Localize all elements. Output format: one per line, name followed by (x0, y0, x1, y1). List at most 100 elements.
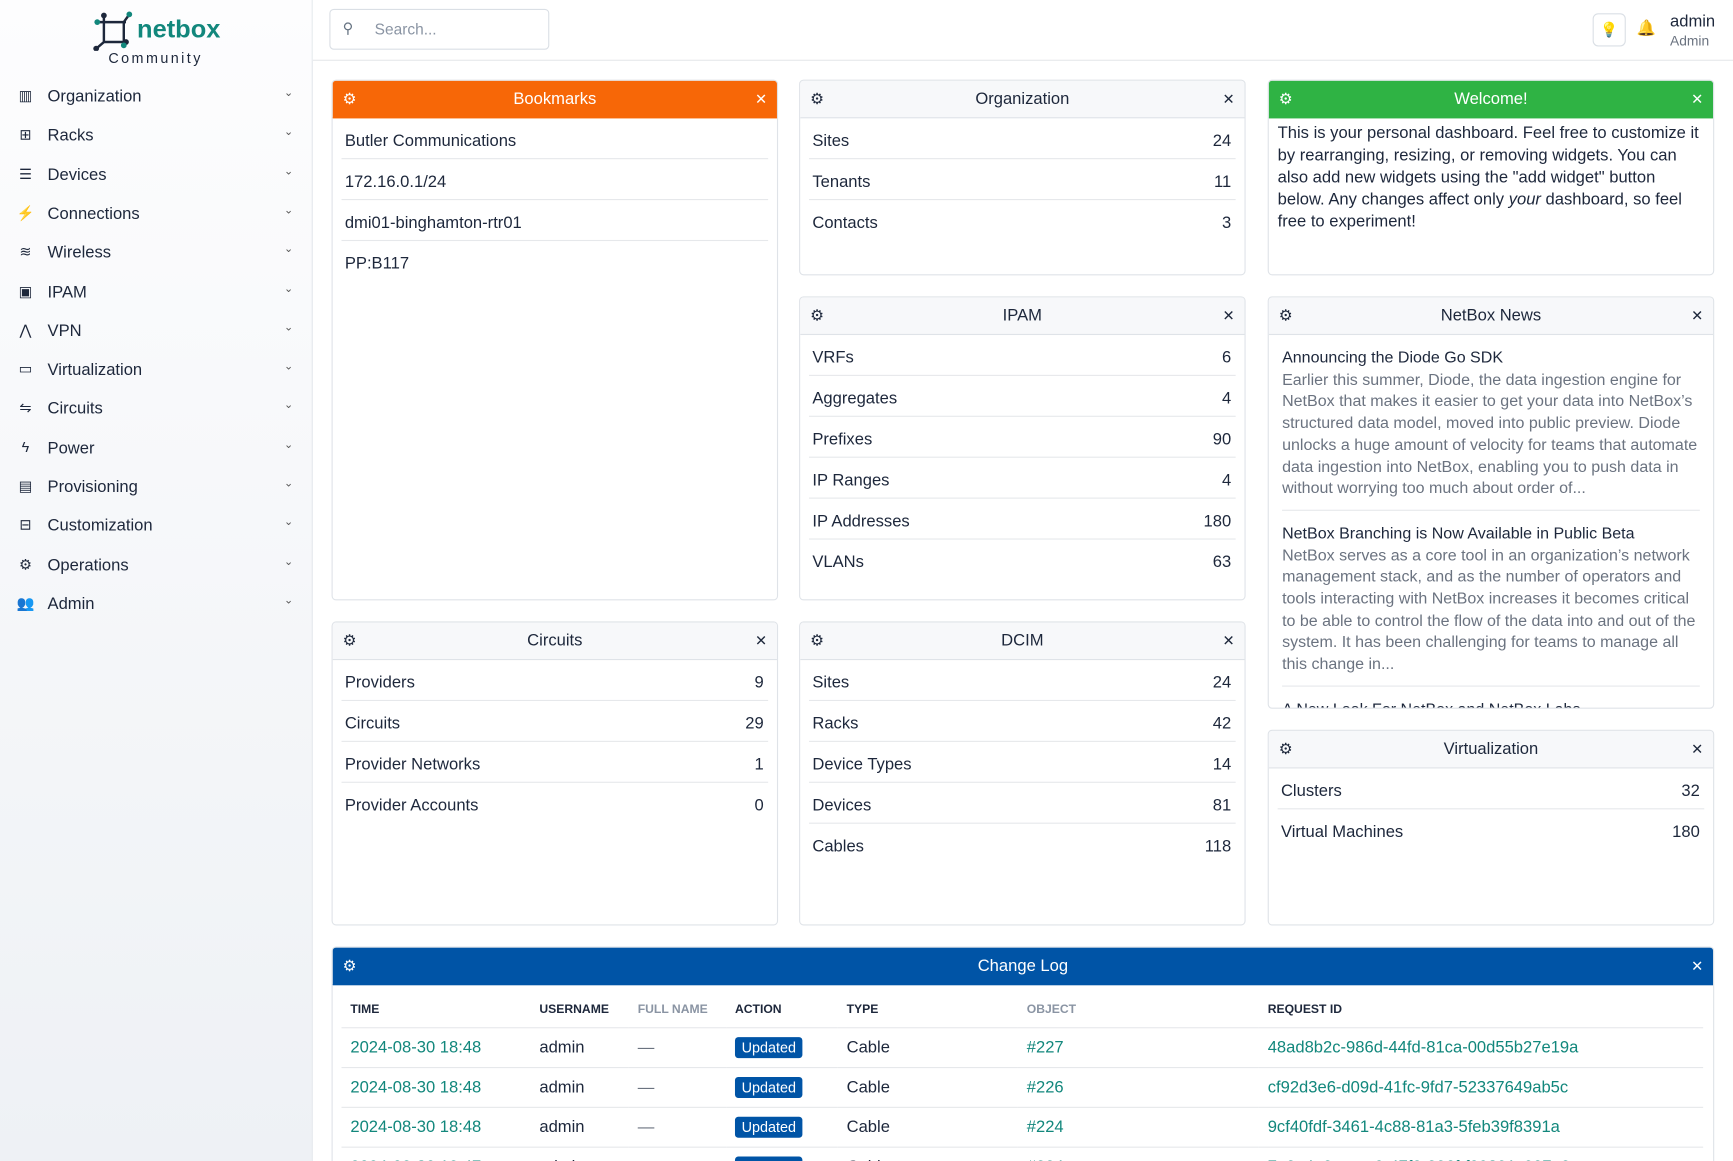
widget-header[interactable]: ⚙ NetBox News ✕ (1268, 297, 1714, 336)
request-id-link[interactable]: 7e2a4e2a-aee9-47f2-896f-f09391c907e2 (1268, 1158, 1570, 1161)
close-icon[interactable]: ✕ (1691, 740, 1704, 758)
bookmark-label[interactable]: PP:B117 (344, 254, 410, 274)
stat-label[interactable]: Clusters (1280, 781, 1342, 801)
netbox-logo[interactable]: netbox Community (93, 11, 237, 68)
bookmark-label[interactable]: 172.16.0.1/24 (344, 172, 447, 192)
stat-label[interactable]: Cables (812, 837, 864, 856)
close-icon[interactable]: ✕ (754, 90, 768, 108)
gear-icon[interactable]: ⚙ (1278, 89, 1293, 108)
theme-toggle-button[interactable]: 💡 (1592, 13, 1626, 47)
stat-row[interactable]: Contacts 3 (809, 200, 1236, 240)
gear-icon[interactable]: ⚙ (342, 956, 357, 975)
column-header[interactable]: REQUEST ID (1258, 991, 1704, 1029)
close-icon[interactable]: ✕ (1691, 90, 1704, 108)
news-title[interactable]: A New Look For NetBox and NetBox Labs (1282, 700, 1700, 708)
stat-label[interactable]: Racks (812, 714, 859, 734)
widget-header[interactable]: ⚙ Virtualization ✕ (1268, 730, 1714, 769)
stat-label[interactable]: Provider Networks (344, 755, 481, 774)
stat-row[interactable]: Sites 24 (809, 660, 1236, 702)
widget-header[interactable]: ⚙ DCIM ✕ (800, 622, 1245, 661)
close-icon[interactable]: ✕ (1691, 307, 1704, 324)
close-icon[interactable]: ✕ (1222, 90, 1235, 108)
bookmark-item[interactable]: dmi01-binghamton-rtr01 (341, 200, 769, 242)
column-header[interactable]: ACTION (726, 991, 838, 1029)
sidebar-item-organization[interactable]: ▥ Organization ⌄ (0, 79, 312, 117)
stat-label[interactable]: Virtual Machines (1280, 822, 1404, 842)
change-time-link[interactable]: 2024-08-30 18:48 (350, 1117, 482, 1137)
bookmark-item[interactable]: 172.16.0.1/24 (341, 159, 769, 201)
news-item[interactable]: A New Look For NetBox and NetBox Labs (1282, 686, 1700, 708)
stat-row[interactable]: Circuits 29 (341, 701, 769, 742)
stat-label[interactable]: IP Ranges (812, 471, 890, 490)
change-time-link[interactable]: 2024-08-30 18:48 (350, 1038, 482, 1058)
gear-icon[interactable]: ⚙ (810, 89, 825, 108)
gear-icon[interactable]: ⚙ (342, 89, 357, 108)
stat-label[interactable]: Aggregates (812, 389, 898, 409)
change-time-link[interactable]: 2024-08-30 18:47 (350, 1158, 481, 1161)
search-input[interactable] (372, 18, 543, 39)
stat-row[interactable]: Tenants 11 (809, 159, 1236, 201)
sidebar-item-devices[interactable]: ☰ Devices ⌄ (0, 157, 312, 195)
stat-label[interactable]: VLANs (812, 552, 864, 572)
stat-label[interactable]: Contacts (812, 213, 878, 233)
request-id-link[interactable]: 9cf40fdf-3461-4c88-81a3-5feb39f8391a (1267, 1117, 1560, 1137)
close-icon[interactable]: ✕ (754, 632, 768, 650)
stat-label[interactable]: Sites (812, 131, 850, 151)
object-link[interactable]: #227 (1026, 1038, 1064, 1058)
news-item[interactable]: NetBox Branching is Now Available in Pub… (1282, 511, 1700, 687)
stat-row[interactable]: Prefixes 90 (809, 417, 1236, 458)
bookmark-item[interactable]: PP:B117 (342, 241, 769, 281)
widget-header[interactable]: ⚙ Welcome! ✕ (1268, 80, 1714, 119)
stat-label[interactable]: IP Addresses (812, 511, 910, 531)
news-item[interactable]: Announcing the Diode Go SDK Earlier this … (1282, 335, 1700, 511)
stat-row[interactable]: Provider Networks 1 (341, 742, 769, 783)
column-header[interactable]: USERNAME (530, 991, 629, 1029)
sidebar-item-virtualization[interactable]: ▭ Virtualization ⌄ (0, 352, 312, 390)
sidebar-item-connections[interactable]: ⚡ Connections ⌄ (0, 196, 312, 234)
object-link[interactable]: #226 (1026, 1078, 1064, 1097)
stat-label[interactable]: Devices (812, 796, 872, 815)
stat-label[interactable]: VRFs (812, 348, 854, 368)
bookmark-label[interactable]: dmi01-binghamton-rtr01 (344, 213, 522, 233)
stat-row[interactable]: Provider Accounts 0 (342, 783, 769, 823)
sidebar-item-ipam[interactable]: ▣ IPAM ⌄ (0, 274, 312, 312)
object-link[interactable]: #224 (1027, 1158, 1064, 1161)
gear-icon[interactable]: ⚙ (1278, 306, 1293, 324)
gear-icon[interactable]: ⚙ (1278, 739, 1293, 758)
news-title[interactable]: Announcing the Diode Go SDK (1282, 349, 1504, 368)
stat-row[interactable]: Cables 118 (809, 824, 1236, 864)
bookmark-item[interactable]: Butler Communications (341, 118, 769, 160)
gear-icon[interactable]: ⚙ (342, 631, 357, 650)
stat-label[interactable]: Providers (344, 673, 415, 693)
close-icon[interactable]: ✕ (1222, 307, 1235, 324)
stat-row[interactable]: Aggregates 4 (809, 376, 1236, 417)
stat-label[interactable]: Sites (812, 673, 850, 693)
widget-header[interactable]: ⚙ Bookmarks ✕ (332, 80, 777, 119)
stat-label[interactable]: Device Types (812, 755, 912, 774)
sidebar-item-admin[interactable]: 👥 Admin ⌄ (0, 586, 312, 624)
stat-row[interactable]: Racks 42 (809, 701, 1236, 742)
stat-label[interactable]: Prefixes (812, 430, 873, 449)
stat-row[interactable]: VLANs 63 (809, 540, 1236, 580)
stat-label[interactable]: Circuits (344, 714, 401, 734)
stat-row[interactable]: Sites 24 (809, 118, 1236, 160)
sidebar-item-customization[interactable]: ⊟ Customization ⌄ (0, 508, 312, 546)
bell-icon[interactable]: 🔔 (1636, 18, 1657, 37)
widget-header[interactable]: ⚙ Circuits ✕ (332, 622, 777, 661)
object-link[interactable]: #224 (1026, 1117, 1064, 1137)
sidebar-item-operations[interactable]: ⚙ Operations ⌄ (0, 547, 312, 585)
stat-row[interactable]: Clusters 32 (1277, 768, 1705, 810)
column-header[interactable]: TIME (341, 991, 531, 1029)
sidebar-item-wireless[interactable]: ≋ Wireless ⌄ (0, 235, 312, 273)
column-header[interactable]: TYPE (837, 991, 1018, 1029)
search-box[interactable]: ⚲ (329, 8, 550, 50)
close-icon[interactable]: ✕ (1691, 957, 1704, 975)
sidebar-item-vpn[interactable]: ⋀ VPN ⌄ (0, 313, 312, 351)
stat-row[interactable]: IP Ranges 4 (809, 458, 1236, 499)
sidebar-item-circuits[interactable]: ⇋ Circuits ⌄ (0, 391, 312, 429)
change-time-link[interactable]: 2024-08-30 18:48 (350, 1078, 482, 1097)
sidebar-item-provisioning[interactable]: ▤ Provisioning ⌄ (0, 469, 312, 507)
sidebar-item-power[interactable]: ϟ Power ⌄ (0, 430, 312, 468)
close-icon[interactable]: ✕ (1222, 632, 1235, 650)
sidebar-item-racks[interactable]: ⊞ Racks ⌄ (0, 118, 312, 156)
